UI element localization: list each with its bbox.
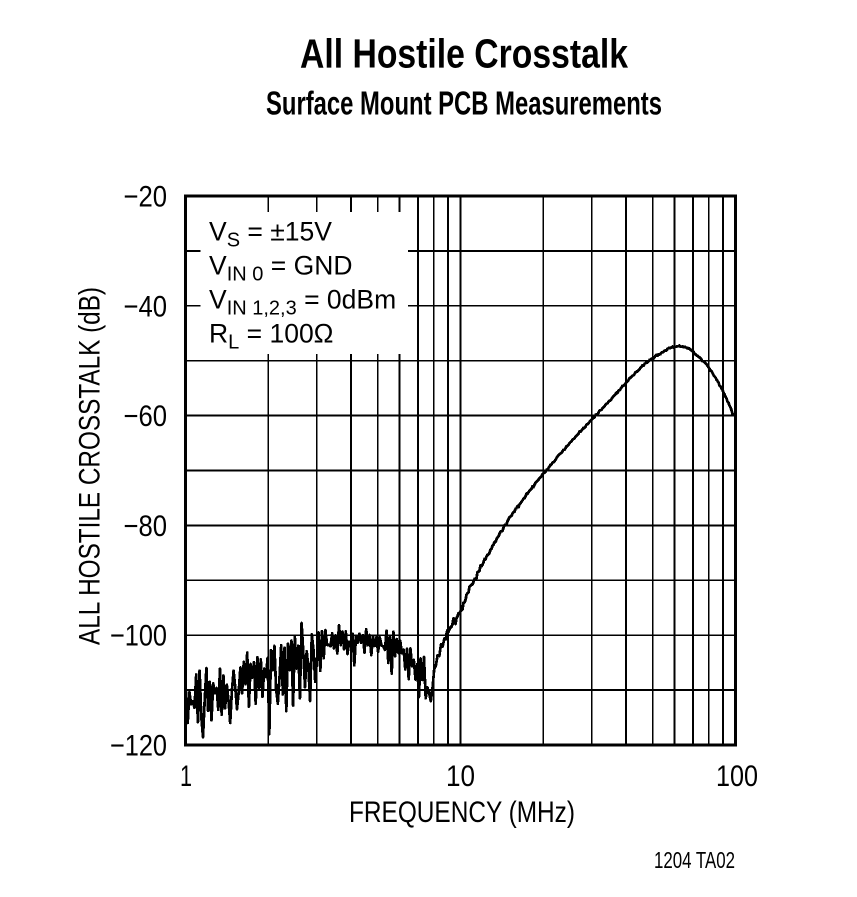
svg-text:−80: −80: [124, 510, 168, 543]
svg-text:−120: −120: [110, 730, 167, 763]
svg-text:100: 100: [716, 760, 758, 793]
svg-text:1: 1: [180, 760, 192, 793]
svg-text:VIN 1,2,3 = 0dBm: VIN 1,2,3 = 0dBm: [209, 285, 396, 320]
svg-text:−20: −20: [124, 181, 168, 214]
svg-text:−100: −100: [110, 620, 167, 653]
svg-text:Surface Mount PCB Measurements: Surface Mount PCB Measurements: [266, 85, 662, 122]
svg-text:10: 10: [446, 760, 475, 793]
svg-text:1204 TA02: 1204 TA02: [654, 847, 735, 873]
svg-text:−40: −40: [124, 290, 168, 323]
svg-text:−60: −60: [124, 400, 168, 433]
svg-text:FREQUENCY (MHz): FREQUENCY (MHz): [349, 796, 575, 829]
svg-text:RL = 100Ω: RL = 100Ω: [209, 319, 334, 354]
svg-text:All Hostile Crosstalk: All Hostile Crosstalk: [300, 31, 628, 77]
svg-text:ALL HOSTILE CROSSTALK (dB): ALL HOSTILE CROSSTALK (dB): [74, 287, 107, 645]
